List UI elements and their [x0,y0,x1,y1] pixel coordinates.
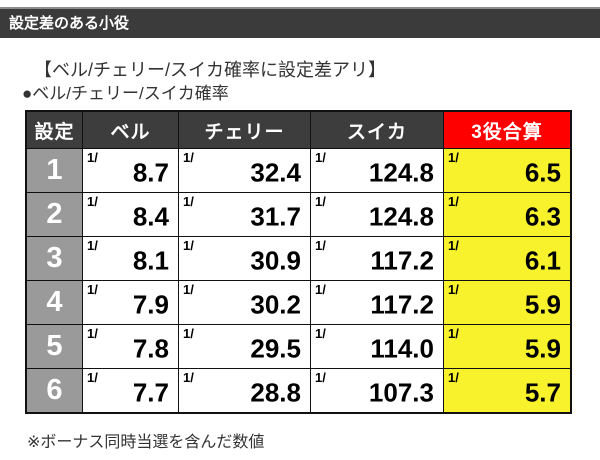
combined-value: 5.9 [524,332,561,363]
fraction-prefix: 1/ [315,238,326,253]
cherry-value: 30.9 [250,244,301,275]
section-title: 設定差のある小役 [9,15,130,32]
setting-cell: 4 [27,281,82,324]
bell-value: 7.7 [132,376,169,407]
bell-cell: 1/ 7.9 [83,281,178,324]
watermelon-cell: 1/ 124.8 [311,193,443,236]
setting-cell: 2 [27,193,82,236]
bell-cell: 1/ 8.1 [83,237,178,280]
setting-cell: 3 [27,237,82,280]
heading-bullet: ●ベル/チェリー/スイカ確率 [22,84,229,103]
combined-cell: 1/ 6.5 [444,149,570,192]
watermelon-value: 114.0 [370,332,434,363]
bell-cell: 1/ 8.4 [83,193,178,236]
fraction-prefix: 1/ [183,150,194,165]
combined-cell: 1/ 6.1 [444,237,570,280]
heading-bracket: 【ベル/チェリー/スイカ確率に設定差アリ】 [34,60,386,80]
watermelon-value: 107.3 [368,376,434,407]
cherry-cell: 1/ 31.7 [179,193,310,236]
fraction-prefix: 1/ [448,194,459,209]
fraction-prefix: 1/ [315,282,326,297]
cherry-cell: 1/ 28.8 [179,369,310,412]
col-header-bell: ベル [83,112,178,148]
combined-cell: 1/ 5.9 [444,325,570,368]
cherry-value: 30.2 [250,288,301,319]
combined-value: 6.5 [524,156,561,187]
fraction-prefix: 1/ [87,282,98,297]
bell-cell: 1/ 7.8 [83,325,178,368]
fraction-prefix: 1/ [87,238,98,253]
fraction-prefix: 1/ [183,370,194,385]
watermelon-cell: 1/ 107.3 [311,369,443,412]
watermelon-cell: 1/ 124.8 [311,149,443,192]
fraction-prefix: 1/ [87,150,98,165]
setting-cell: 5 [27,325,82,368]
watermelon-cell: 1/ 117.2 [311,281,443,324]
fraction-prefix: 1/ [87,326,98,341]
fraction-prefix: 1/ [315,194,326,209]
combined-cell: 1/ 6.3 [444,193,570,236]
fraction-prefix: 1/ [448,370,459,385]
footnote: ※ボーナス同時当選を含んだ数値 [27,434,265,451]
combined-cell: 1/ 5.7 [444,369,570,412]
setting-cell: 1 [27,149,82,192]
combined-value: 5.9 [524,288,561,319]
fraction-prefix: 1/ [183,238,194,253]
bell-value: 7.8 [132,332,169,363]
cherry-value: 28.8 [250,376,301,407]
cherry-value: 31.7 [250,200,301,231]
col-header-cherry: チェリー [179,112,310,148]
combined-value: 6.1 [524,244,561,275]
watermelon-cell: 1/ 114.0 [311,325,443,368]
fraction-prefix: 1/ [448,238,459,253]
cherry-cell: 1/ 30.2 [179,281,310,324]
fraction-prefix: 1/ [183,194,194,209]
bell-value: 8.7 [132,156,169,187]
section-title-bar: 設定差のある小役 [0,7,600,38]
fraction-prefix: 1/ [87,370,98,385]
fraction-prefix: 1/ [315,370,326,385]
fraction-prefix: 1/ [448,150,459,165]
watermelon-value: 117.2 [370,244,434,275]
cherry-cell: 1/ 32.4 [179,149,310,192]
bell-value: 8.1 [132,244,169,275]
cherry-cell: 1/ 30.9 [179,237,310,280]
watermelon-cell: 1/ 117.2 [311,237,443,280]
watermelon-value: 124.8 [368,200,434,231]
fraction-prefix: 1/ [183,282,194,297]
cherry-value: 29.5 [250,332,301,363]
col-header-combined: 3役合算 [444,112,570,148]
col-header-setting: 設定 [27,112,82,148]
cherry-value: 32.4 [250,156,301,187]
combined-value: 6.3 [524,200,561,231]
fraction-prefix: 1/ [448,326,459,341]
watermelon-value: 117.2 [370,288,434,319]
watermelon-value: 124.8 [368,156,434,187]
bell-cell: 1/ 8.7 [83,149,178,192]
probability-table: 設定 ベル チェリー スイカ 3役合算 1 1/ 8.7 1/ 32.4 1/ … [25,110,572,414]
cherry-cell: 1/ 29.5 [179,325,310,368]
fraction-prefix: 1/ [315,150,326,165]
combined-value: 5.7 [524,376,561,407]
bell-cell: 1/ 7.7 [83,369,178,412]
setting-cell: 6 [27,369,82,412]
bell-value: 8.4 [132,200,169,231]
bell-value: 7.9 [132,288,169,319]
fraction-prefix: 1/ [183,326,194,341]
col-header-watermelon: スイカ [311,112,443,148]
fraction-prefix: 1/ [315,326,326,341]
combined-cell: 1/ 5.9 [444,281,570,324]
fraction-prefix: 1/ [87,194,98,209]
fraction-prefix: 1/ [448,282,459,297]
